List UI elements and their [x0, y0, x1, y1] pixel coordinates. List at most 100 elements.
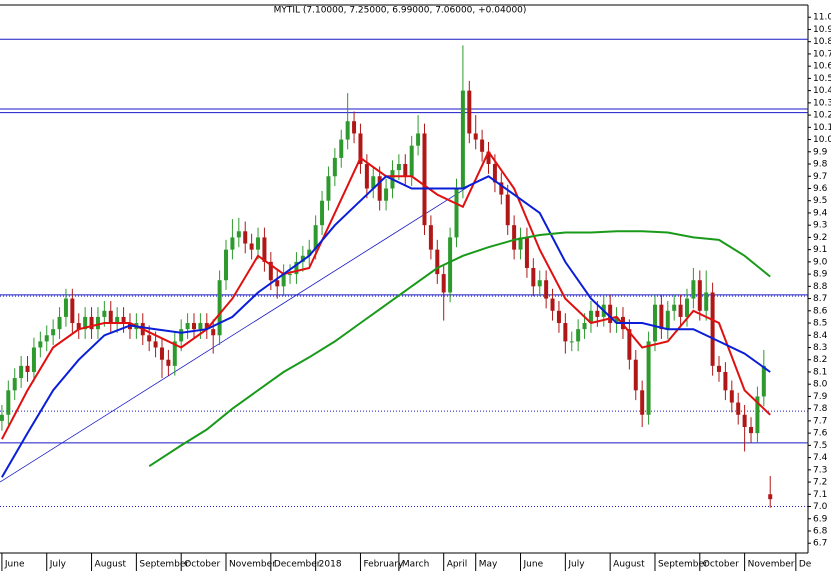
y-tick-label: 6.8 — [813, 526, 828, 536]
candle-body — [358, 133, 363, 165]
y-tick-label: 9.3 — [813, 221, 827, 231]
candle-body — [486, 151, 491, 165]
candle-body — [51, 329, 56, 336]
x-tick-label: February — [363, 560, 404, 570]
y-tick-label: 10.9 — [813, 25, 831, 35]
candle-body — [83, 316, 88, 330]
y-tick-label: 8.7 — [813, 294, 827, 304]
y-tick-label: 10.3 — [813, 98, 831, 108]
y-tick-label: 9.1 — [813, 245, 827, 255]
candle-body — [633, 359, 638, 391]
candle-body — [723, 371, 728, 391]
candle-body — [710, 292, 715, 366]
candle-body — [288, 274, 293, 276]
candle-body — [531, 267, 536, 287]
y-tick-label: 7.1 — [813, 490, 827, 500]
candle-body — [121, 316, 126, 324]
x-tick-label: July — [567, 560, 585, 570]
y-tick-label: 9.7 — [813, 172, 827, 182]
y-tick-label: 8.4 — [813, 331, 828, 341]
candle-body — [396, 164, 401, 171]
x-tick-label: August — [95, 560, 127, 570]
candle-body — [179, 329, 184, 342]
x-tick-label: June — [523, 560, 544, 570]
x-tick-label: September — [658, 560, 708, 570]
candle-body — [409, 145, 414, 177]
candle-body — [262, 237, 267, 262]
candle-body — [204, 323, 209, 330]
candle-body — [691, 280, 696, 299]
x-tick-label: November — [748, 560, 795, 570]
y-tick-label: 7.4 — [813, 453, 828, 463]
x-tick-label: 2018 — [319, 560, 342, 570]
y-tick-label: 7.8 — [813, 404, 828, 414]
y-tick-label: 7.6 — [813, 429, 828, 439]
candle-body — [31, 347, 36, 372]
x-tick-label: April — [447, 560, 468, 570]
candle-body — [428, 225, 433, 250]
y-tick-label: 10.4 — [813, 86, 831, 96]
y-tick-label: 7.5 — [813, 441, 827, 451]
candle-body — [729, 390, 734, 403]
candle-body — [416, 133, 421, 146]
y-tick-label: 9.5 — [813, 196, 827, 206]
candle-body — [608, 304, 613, 324]
candle-body — [198, 323, 203, 330]
x-tick-label: September — [139, 560, 189, 570]
y-tick-label: 10.8 — [813, 37, 831, 47]
y-tick-label: 9.9 — [813, 147, 828, 157]
candle-body — [345, 121, 350, 140]
candle-body — [755, 396, 760, 434]
candle-body — [57, 316, 62, 330]
candle-body — [524, 237, 529, 268]
candle-body — [211, 329, 216, 336]
y-tick-label: 8.9 — [813, 270, 828, 280]
candle-body — [742, 414, 747, 428]
y-tick-label: 6.9 — [813, 514, 828, 524]
candle-body — [518, 237, 523, 250]
moving-average — [148, 230, 771, 468]
candle-body — [191, 323, 196, 330]
x-tick-label: December — [274, 560, 321, 570]
candle-body — [403, 164, 408, 177]
y-tick-label: 6.7 — [813, 539, 827, 549]
candle-body — [672, 304, 677, 311]
candle-body — [236, 231, 241, 238]
candle-body — [499, 182, 504, 195]
candle-body — [63, 298, 68, 317]
candle-body — [460, 90, 465, 189]
candle-body — [473, 133, 478, 140]
candle-body — [384, 188, 389, 201]
y-tick-label: 9.4 — [813, 208, 828, 218]
y-tick-label: 10.6 — [813, 62, 831, 72]
candle-body — [717, 365, 722, 372]
x-tick-label: De — [799, 560, 812, 570]
candle-body — [377, 176, 382, 201]
candle-body — [268, 261, 273, 281]
y-tick-label: 8.2 — [813, 355, 827, 365]
candle-body — [512, 225, 517, 250]
candle-body — [505, 194, 510, 226]
candle-body — [640, 390, 645, 415]
candle-body — [761, 365, 766, 397]
y-tick-label: 10.5 — [813, 74, 831, 84]
candle-body — [371, 176, 376, 189]
y-tick-label: 7.9 — [813, 392, 828, 402]
candle-body — [294, 261, 299, 275]
y-tick-label: 10.1 — [813, 123, 831, 133]
candle-body — [159, 347, 164, 360]
y-tick-label: 7.3 — [813, 465, 827, 475]
candle-body — [19, 365, 24, 379]
x-tick-label: June — [4, 560, 25, 570]
candle-body — [224, 249, 229, 281]
candle-body — [249, 243, 254, 250]
y-tick-label: 10.7 — [813, 49, 831, 59]
candle-body — [441, 274, 446, 293]
candle-body — [448, 237, 453, 293]
candle-body — [166, 359, 171, 366]
candle-body — [115, 316, 120, 324]
candle-body — [736, 402, 741, 415]
candle-body — [243, 231, 248, 244]
x-tick-label: May — [479, 560, 498, 570]
